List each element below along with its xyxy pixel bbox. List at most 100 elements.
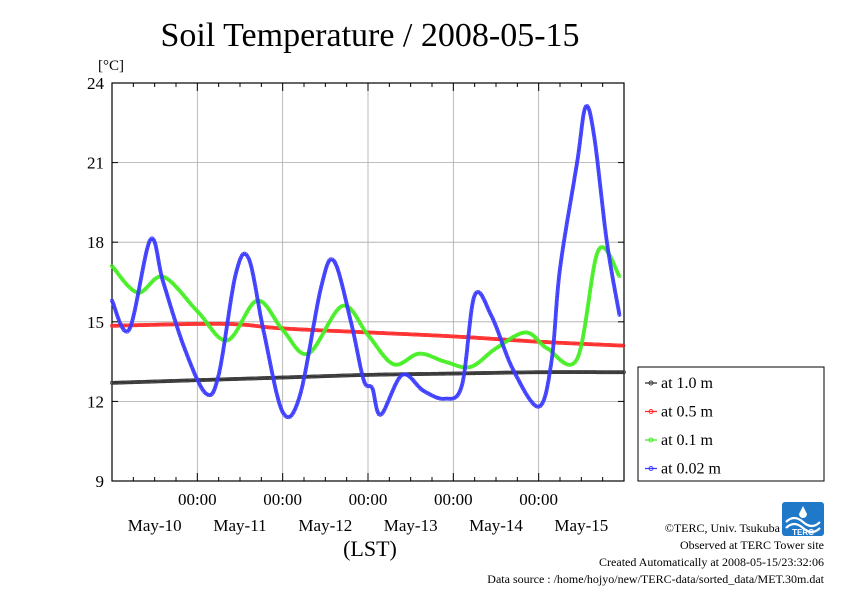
series-marker	[355, 349, 360, 354]
series-marker	[542, 394, 547, 399]
series-marker	[376, 372, 381, 377]
series-marker	[468, 314, 473, 319]
series-marker	[308, 343, 313, 348]
series-marker	[496, 329, 500, 334]
series-marker	[130, 318, 135, 323]
y-tick-label: 18	[87, 233, 104, 252]
series-marker	[230, 289, 235, 294]
series-marker	[589, 280, 594, 285]
series-marker	[149, 322, 154, 327]
series-marker	[317, 290, 322, 295]
series-marker	[256, 302, 261, 307]
series-marker	[220, 352, 225, 357]
series-marker	[143, 287, 148, 291]
series-marker	[502, 346, 507, 350]
series-marker	[155, 252, 160, 257]
series-marker	[422, 352, 427, 357]
series-marker	[221, 345, 226, 350]
series-marker	[285, 375, 290, 380]
grid-lines	[112, 83, 624, 481]
series-marker	[607, 255, 612, 259]
series-marker	[296, 327, 301, 332]
series-marker	[376, 330, 381, 335]
series-marker	[583, 321, 588, 325]
series-marker	[536, 404, 541, 409]
series-marker	[479, 371, 484, 376]
series-marker	[357, 361, 362, 366]
series-marker	[323, 268, 328, 273]
series-marker	[577, 144, 582, 149]
series-marker	[226, 310, 231, 315]
series-marker	[167, 300, 172, 305]
series-marker	[343, 295, 348, 300]
series-marker	[140, 269, 145, 274]
series-marker	[447, 371, 452, 376]
series-marker	[461, 375, 466, 380]
series-marker	[265, 347, 270, 352]
series-marker	[255, 295, 260, 300]
series-marker	[617, 311, 622, 315]
series-marker	[310, 331, 315, 335]
series-marker	[617, 312, 622, 317]
series-marker	[312, 320, 317, 325]
series-marker	[348, 373, 353, 378]
series-marker	[566, 213, 571, 218]
series-marker	[237, 258, 242, 263]
series-marker	[602, 223, 607, 228]
series-marker	[134, 301, 139, 306]
series-marker	[566, 370, 571, 375]
series-marker	[555, 292, 560, 297]
series-marker	[308, 341, 313, 346]
series-marker	[594, 252, 599, 257]
series-marker	[231, 282, 236, 287]
series-marker	[314, 310, 318, 314]
series-marker	[596, 168, 601, 173]
series-marker	[268, 364, 273, 369]
series-marker	[615, 302, 620, 307]
series-marker	[221, 344, 226, 348]
series-marker	[220, 321, 225, 326]
series-marker	[575, 160, 579, 165]
series-marker	[371, 330, 375, 335]
series-marker	[173, 319, 178, 324]
series-marker	[378, 372, 383, 377]
series-marker	[459, 384, 464, 389]
series-marker	[313, 311, 318, 316]
series-marker	[456, 371, 461, 376]
series-marker	[590, 122, 595, 127]
series-marker	[317, 328, 322, 333]
series-marker	[157, 264, 162, 269]
series-marker	[270, 370, 274, 375]
series-marker	[467, 323, 472, 327]
series-marker	[154, 322, 159, 327]
series-marker	[593, 142, 598, 147]
series-marker	[581, 113, 586, 118]
series-marker	[251, 274, 256, 279]
series-marker	[552, 331, 557, 336]
series-marker	[269, 366, 274, 371]
series-marker	[291, 375, 296, 380]
series-marker	[563, 232, 567, 237]
series-marker	[565, 216, 570, 221]
series-marker	[358, 365, 363, 370]
series-marker	[230, 291, 234, 296]
series-marker	[392, 331, 397, 336]
series-marker	[574, 166, 579, 170]
series-marker	[585, 310, 589, 315]
y-tick-label: 15	[87, 313, 104, 332]
series-marker	[586, 107, 591, 112]
series-marker	[373, 400, 378, 405]
series-marker	[116, 317, 121, 321]
series-marker	[156, 379, 161, 384]
series-marker	[272, 384, 277, 388]
series-marker	[556, 280, 561, 285]
series-marker	[232, 277, 237, 282]
series-marker	[450, 334, 455, 339]
series-marker	[167, 299, 172, 304]
series-marker	[583, 317, 588, 322]
series-marker	[231, 280, 236, 285]
series-marker	[396, 362, 401, 367]
series-marker	[413, 352, 418, 357]
series-marker	[218, 365, 223, 370]
series-marker	[254, 293, 259, 298]
